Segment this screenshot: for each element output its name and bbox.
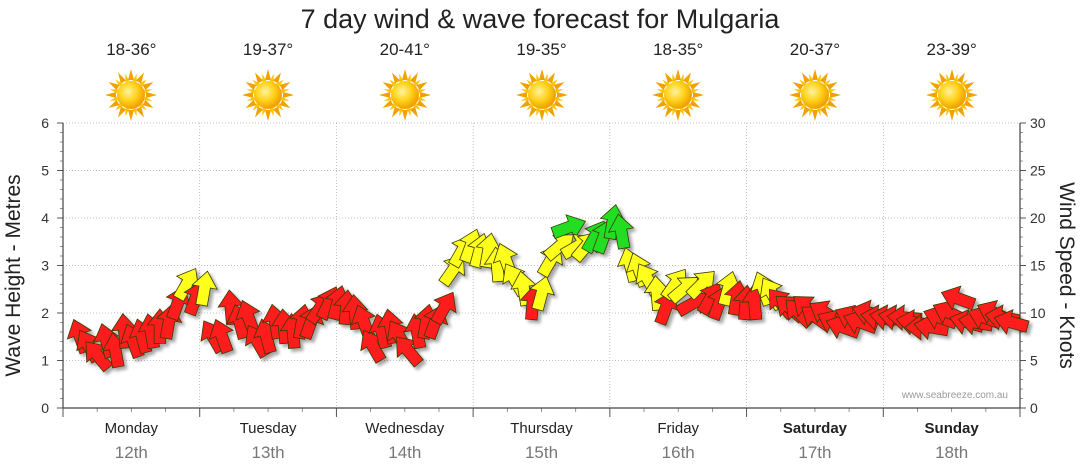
day-weather: 19-37°	[218, 40, 318, 124]
y-right-tick-label: 15	[1030, 258, 1046, 274]
y-right-tick-label: 5	[1030, 353, 1038, 369]
wind-arrow	[430, 291, 457, 326]
day-date: 17th	[798, 443, 832, 462]
temperature-range: 19-35°	[516, 40, 567, 59]
wind-arrow	[191, 270, 218, 307]
temperature-range: 20-37°	[789, 40, 841, 59]
temperature-range: 23-39°	[926, 40, 977, 59]
day-date: 16th	[661, 443, 695, 462]
day-date: 13th	[251, 443, 285, 462]
y-left-tick-label: 3	[41, 258, 49, 274]
y-left-tick-label: 1	[41, 353, 49, 369]
day-label: Wednesday 14th	[337, 420, 473, 463]
sun-icon	[902, 66, 1002, 124]
day-weather: 19-35°	[492, 40, 592, 124]
day-label: Tuesday 13th	[200, 420, 336, 463]
y-right-tick-label: 10	[1030, 305, 1046, 321]
y-left-tick-label: 0	[41, 400, 49, 416]
sun-icon	[765, 66, 865, 124]
day-name: Sunday	[924, 420, 979, 437]
day-name: Saturday	[782, 420, 848, 437]
day-label: Thursday 15th	[474, 420, 610, 463]
y-left-tick-label: 4	[41, 210, 49, 226]
day-label: Friday 16th	[610, 420, 746, 463]
wind-arrow	[208, 318, 234, 355]
day-weather: 18-36°	[81, 40, 181, 124]
day-date: 12th	[114, 443, 148, 462]
day-label: Sunday 18th	[884, 420, 1020, 463]
day-date: 15th	[524, 443, 559, 462]
day-name: Tuesday	[239, 420, 297, 437]
day-label: Saturday 17th	[747, 420, 883, 463]
temperature-range: 20-41°	[379, 40, 430, 59]
y-left-tick-label: 2	[41, 305, 49, 321]
wind-arrow	[529, 275, 556, 312]
sun-icon	[81, 66, 181, 124]
day-weather: 20-37°	[765, 40, 865, 124]
y-left-tick-label: 5	[41, 163, 49, 179]
credit-text: www.seabreeze.com.au	[901, 390, 1008, 401]
sun-icon	[355, 66, 455, 124]
temperature-range: 19-37°	[242, 40, 294, 59]
wind-arrow	[940, 285, 977, 311]
day-date: 18th	[935, 443, 969, 462]
temperature-range: 18-35°	[653, 40, 704, 59]
day-label: Monday 12th	[63, 420, 199, 463]
chart-title: 7 day wind & wave forecast for Mulgaria	[300, 4, 780, 34]
day-name: Monday	[104, 420, 159, 437]
y-right-tick-label: 25	[1030, 163, 1046, 179]
day-date: 14th	[388, 443, 422, 462]
day-weather: 23-39°	[902, 40, 1002, 124]
y-right-axis-title: Wind Speed - Knots	[1055, 182, 1078, 369]
y-right-tick-label: 0	[1030, 400, 1038, 416]
y-right-tick-label: 20	[1030, 210, 1046, 226]
sun-icon	[218, 66, 318, 124]
y-right-tick-label: 30	[1030, 115, 1046, 131]
wind-arrow	[607, 213, 635, 250]
day-weather: 18-35°	[628, 40, 728, 124]
sun-icon	[628, 66, 728, 124]
day-name: Friday	[657, 420, 700, 437]
y-left-axis-title: Wave Height - Metres	[2, 174, 25, 376]
day-weather: 20-41°	[355, 40, 455, 124]
day-name: Wednesday	[365, 420, 445, 437]
sun-icon	[492, 66, 592, 124]
temperature-range: 18-36°	[106, 40, 157, 59]
wind-arrow	[993, 309, 1030, 335]
y-left-tick-label: 6	[41, 115, 49, 131]
day-name: Thursday	[510, 420, 573, 437]
